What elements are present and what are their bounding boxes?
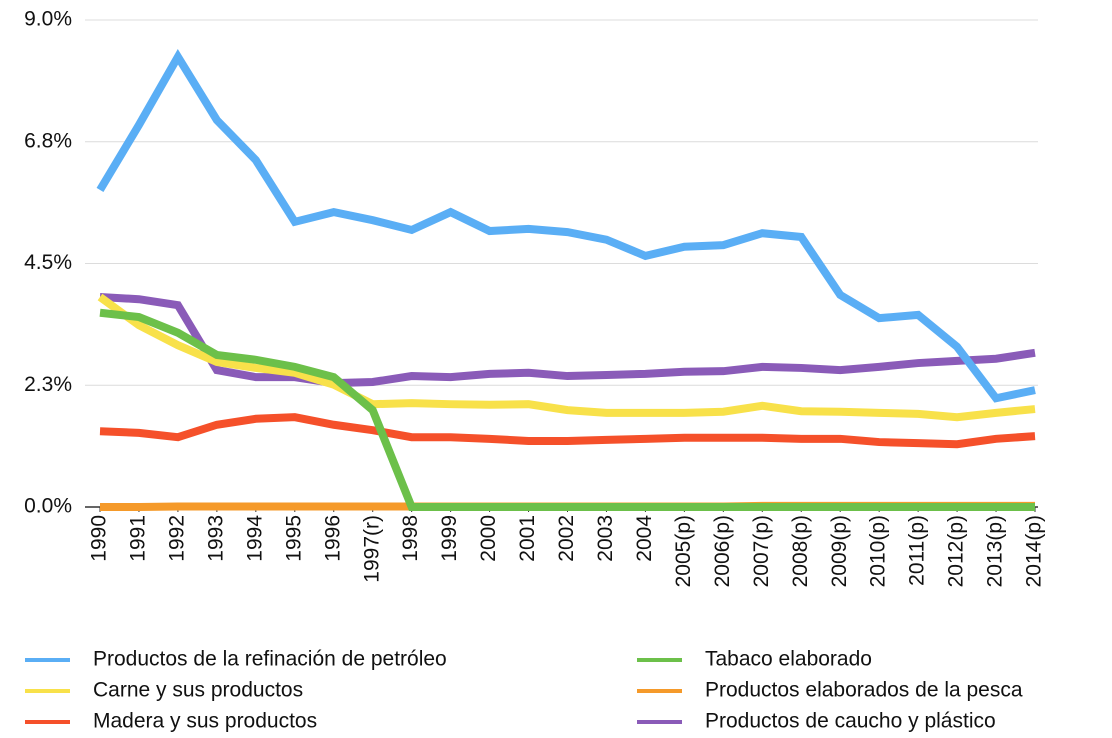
- y-tick-label: 4.5%: [24, 251, 72, 274]
- x-tick-label: 2013(p): [984, 515, 1007, 587]
- x-tick-label: 2007(p): [750, 515, 773, 587]
- series-line: [99, 293, 1036, 388]
- x-tick-label: 2003: [594, 515, 617, 562]
- x-tick-label: 2000: [477, 515, 500, 562]
- x-tick-label: 1998: [399, 515, 422, 562]
- x-tick-label: 1994: [243, 515, 266, 562]
- y-tick-label: 0.0%: [24, 495, 72, 518]
- x-tick-label: 2011(p): [906, 515, 929, 586]
- legend-label: Carne y sus productos: [93, 679, 303, 702]
- y-tick-label: 6.8%: [24, 129, 72, 152]
- legend-label: Productos de la refinación de petróleo: [93, 648, 447, 671]
- y-tick-label: 2.3%: [24, 373, 72, 396]
- x-tick-label: 1999: [438, 515, 461, 562]
- x-tick-label: 1991: [127, 515, 150, 562]
- x-tick-label: 2004: [633, 515, 656, 562]
- series-line: [97, 293, 1036, 422]
- legend-label: Productos de caucho y plástico: [705, 710, 996, 733]
- x-tick-label: 1995: [282, 515, 305, 562]
- legend-label: Madera y sus productos: [93, 710, 317, 733]
- x-tick-label: 2002: [555, 515, 578, 562]
- legend-label: Tabaco elaborado: [705, 648, 872, 671]
- x-tick-label: 1993: [204, 515, 227, 562]
- x-tick-label: 2006(p): [711, 515, 734, 587]
- series-line: [96, 48, 1036, 403]
- x-tick-label: 2014(p): [1023, 515, 1046, 587]
- series-line: [99, 308, 1035, 511]
- x-tick-label: 1992: [165, 515, 188, 562]
- x-tick-label: 2009(p): [828, 515, 851, 587]
- x-tick-label: 2005(p): [672, 515, 695, 587]
- x-tick-label: 2008(p): [789, 515, 812, 587]
- x-tick-label: 1990: [88, 515, 111, 562]
- legend-label: Productos elaborados de la pesca: [705, 679, 1023, 702]
- x-tick-label: 2010(p): [867, 515, 890, 587]
- x-tick-label: 1997(r): [360, 515, 383, 583]
- x-tick-label: 2012(p): [945, 515, 968, 587]
- x-tick-label: 1996: [321, 515, 344, 562]
- x-tick-label: 2001: [516, 515, 539, 562]
- y-tick-label: 9.0%: [24, 8, 72, 31]
- series-line: [99, 413, 1036, 449]
